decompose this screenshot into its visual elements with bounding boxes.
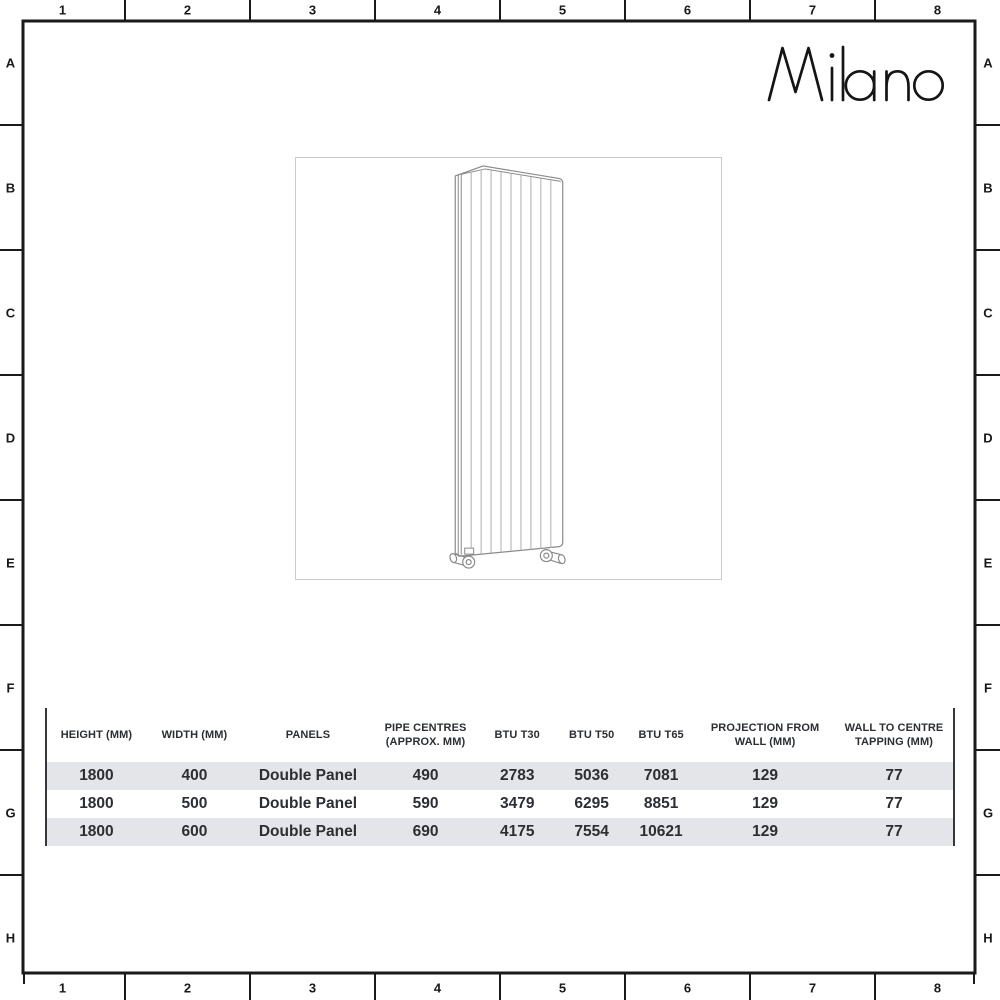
spec-cell: 7554 [574,823,609,840]
spec-cell: 10621 [639,823,683,840]
spec-cell: 4175 [499,823,535,840]
logo-letter-a-bowl [844,69,876,102]
column-header: WIDTH (MM) [145,708,244,762]
ruler-label-top-4: 4 [433,2,442,18]
spec-cell: 590 [412,795,439,812]
spec-cell: 2783 [499,767,535,784]
radiator-side-edge [457,174,462,555]
spec-cell: 1800 [79,767,114,784]
frame-border [21,19,977,975]
spec-table: HEIGHT (MM) WIDTH (MM) PANELS PIPE CENTRES … [45,708,955,846]
column-header: PIPE CENTRES (APPROX. MM) [372,708,479,762]
logo-letter-n [885,69,910,102]
ruler-label-right-B: B [983,180,993,195]
radiator-flutes [470,169,552,555]
radiator-outline [454,165,564,557]
spec-cell: Double Panel [258,795,358,812]
ruler-label-right-A: A [983,55,993,70]
spec-cell: 490 [412,767,439,784]
ruler-label-left-G: G [5,805,16,820]
radiator-drawing [449,165,566,569]
radiator-valve-left [449,553,476,569]
radiator-valve-right [539,549,566,565]
column-header: BTU T50 [556,708,628,762]
spec-cell: 1800 [79,795,114,812]
radiator-image-box [295,157,722,580]
ruler-label-left-B: B [5,180,16,195]
ruler-label-right-F: F [984,680,992,695]
ruler-label-left-H: H [5,930,16,945]
ruler-label-bottom-6: 6 [683,980,692,996]
ruler-label-left-F: F [6,680,15,695]
ruler-label-left-C: C [5,305,16,320]
ruler-label-left-A: A [5,55,16,70]
ruler-label-right-E: E [983,555,993,570]
ruler-label-top-8: 8 [933,2,942,18]
spec-cell: 129 [752,767,778,784]
ruler-label-right-H: H [983,930,993,945]
ruler-label-top-2: 2 [183,2,192,18]
spec-cell: 5036 [574,767,609,784]
ruler-label-left-D: D [5,430,16,445]
ruler-label-bottom-1: 1 [58,980,67,996]
ruler-label-left-E: E [6,555,15,570]
column-header: BTU T65 [627,708,696,762]
ruler-label-top-5: 5 [558,2,567,18]
spec-cell: Double Panel [258,823,358,840]
spec-cell: 400 [181,767,208,784]
milano-logo: Milano [767,45,945,102]
ruler-label-bottom-7: 7 [808,980,817,996]
table-row: 1800 400 Double Panel 490 2783 5036 7081 129 77 [46,762,954,790]
column-header: WALL TO CENTRE TAPPING (MM) [834,708,954,762]
column-header: PROJECTION FROM WALL (MM) [695,708,835,762]
column-header: PANELS [243,708,373,762]
spec-cell: 7081 [643,767,679,784]
spec-cell: 600 [181,823,208,840]
column-header: BTU T30 [478,708,557,762]
spec-cell: 8851 [643,795,679,812]
spec-cell: 500 [181,795,208,812]
column-header: HEIGHT (MM) [46,708,146,762]
radiator-top-edge [460,168,561,182]
spec-cell: 1800 [79,823,114,840]
spec-cell: 690 [412,823,439,840]
spec-cell: 129 [752,823,778,840]
spec-cell: 77 [885,795,903,812]
ruler-label-right-C: C [983,305,993,320]
ruler-label-right-D: D [983,430,993,445]
logo-letter-o [912,69,945,102]
spec-cell: 77 [885,823,903,840]
logo-letter-M [767,46,824,102]
ruler-label-top-1: 1 [58,2,67,18]
ruler-label-right-G: G [982,805,994,820]
ruler-label-top-6: 6 [683,2,692,18]
ruler-label-bottom-5: 5 [558,980,567,996]
ruler-label-top-7: 7 [808,2,817,18]
spec-cell: 77 [885,767,903,784]
ruler-label-bottom-2: 2 [183,980,192,996]
table-row: 1800 500 Double Panel 590 3479 6295 8851 129 77 [46,790,954,818]
spec-cell: 6295 [574,795,609,812]
spec-cell: 3479 [499,795,535,812]
ruler-label-top-3: 3 [308,2,317,18]
ruler-label-bottom-8: 8 [933,980,942,996]
logo-i-dot [829,53,835,58]
spec-table-body: 1800 400 Double Panel 490 2783 5036 7081 129 77 1… [46,762,954,846]
ruler-label-bottom-4: 4 [433,980,442,996]
ruler-label-bottom-3: 3 [308,980,317,996]
spec-cell: 129 [752,795,778,812]
radiator-drain-tab [464,547,475,555]
table-row: 1800 600 Double Panel 690 4175 7554 10621 129 77 [46,818,954,846]
spec-table-header-row: HEIGHT (MM) WIDTH (MM) PANELS PIPE CENTRES … [46,708,954,762]
spec-cell: Double Panel [258,767,358,784]
